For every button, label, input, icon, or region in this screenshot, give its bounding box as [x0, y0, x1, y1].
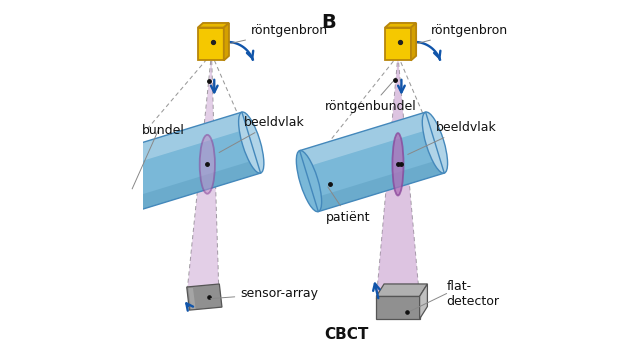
- Polygon shape: [187, 284, 222, 310]
- Text: beeldvlak: beeldvlak: [219, 116, 304, 152]
- Ellipse shape: [239, 112, 264, 173]
- Polygon shape: [314, 159, 444, 212]
- Ellipse shape: [296, 151, 322, 212]
- Text: röntgenbron: röntgenbron: [418, 24, 508, 44]
- Polygon shape: [130, 159, 261, 212]
- Polygon shape: [189, 288, 196, 309]
- Polygon shape: [116, 112, 261, 212]
- Polygon shape: [376, 284, 427, 296]
- Polygon shape: [385, 27, 411, 61]
- Polygon shape: [411, 23, 416, 61]
- Ellipse shape: [113, 151, 138, 212]
- Text: röntgenbundel: röntgenbundel: [325, 82, 417, 113]
- Polygon shape: [376, 55, 420, 299]
- Polygon shape: [116, 112, 247, 167]
- Polygon shape: [420, 284, 427, 319]
- Text: flat-
detector: flat- detector: [446, 279, 499, 308]
- Polygon shape: [197, 23, 229, 27]
- Polygon shape: [299, 112, 430, 167]
- Polygon shape: [385, 23, 416, 27]
- Text: beeldvlak: beeldvlak: [408, 121, 497, 155]
- Ellipse shape: [199, 135, 215, 194]
- Polygon shape: [299, 112, 444, 212]
- Polygon shape: [224, 23, 229, 61]
- Polygon shape: [376, 296, 420, 319]
- Ellipse shape: [392, 133, 403, 196]
- Text: sensor-array: sensor-array: [211, 287, 318, 300]
- Text: röntgenbron: röntgenbron: [230, 24, 328, 44]
- Text: bundel: bundel: [141, 124, 184, 137]
- Polygon shape: [187, 55, 218, 289]
- Text: CBCT: CBCT: [324, 327, 368, 342]
- Text: patiënt: patiënt: [326, 187, 370, 224]
- Text: B: B: [322, 13, 337, 32]
- Polygon shape: [197, 27, 224, 61]
- Ellipse shape: [422, 112, 448, 173]
